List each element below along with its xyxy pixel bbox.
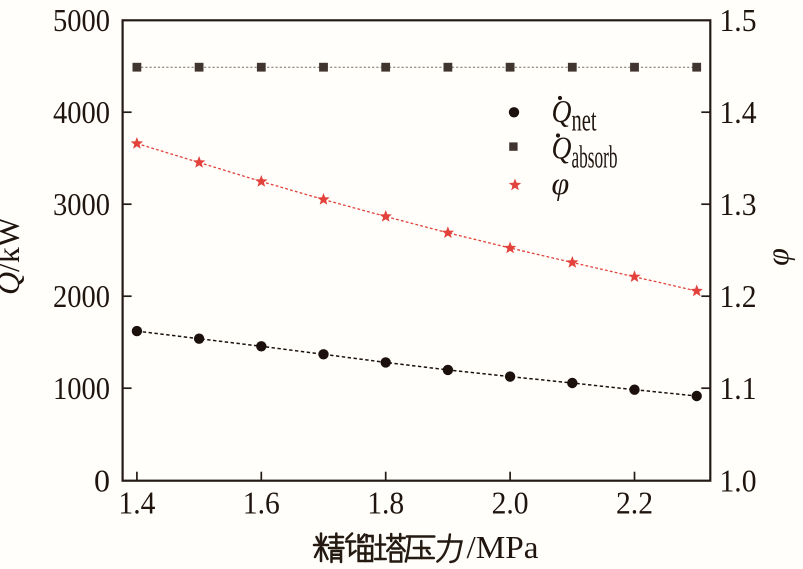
svg-text:absorb: absorb [572,139,618,175]
svg-text:1.2: 1.2 [720,278,757,314]
svg-text:1.6: 1.6 [243,485,280,521]
svg-text:Q/kW: Q/kW [0,216,26,295]
svg-text:2.0: 2.0 [492,485,529,521]
svg-text:1.4: 1.4 [720,94,757,130]
svg-text:1.8: 1.8 [367,485,404,521]
svg-text:2.2: 2.2 [616,485,653,521]
svg-text:1.3: 1.3 [720,186,757,222]
svg-text:/MPa: /MPa [467,529,539,565]
svg-text:1.4: 1.4 [118,485,155,521]
svg-text:2000: 2000 [53,278,110,314]
svg-text:Q: Q [552,93,572,129]
svg-text:1000: 1000 [53,370,110,406]
svg-text:4000: 4000 [53,94,110,130]
svg-text:3000: 3000 [53,186,110,222]
svg-text:Q: Q [552,130,572,166]
svg-text:1.0: 1.0 [720,463,757,499]
svg-text:1.5: 1.5 [720,2,757,38]
svg-text:1.1: 1.1 [720,370,757,406]
svg-text:φ: φ [759,248,795,266]
svg-text:0: 0 [94,463,110,499]
svg-text:φ: φ [552,165,570,201]
svg-text:5000: 5000 [53,2,110,38]
svg-text:net: net [572,102,597,138]
